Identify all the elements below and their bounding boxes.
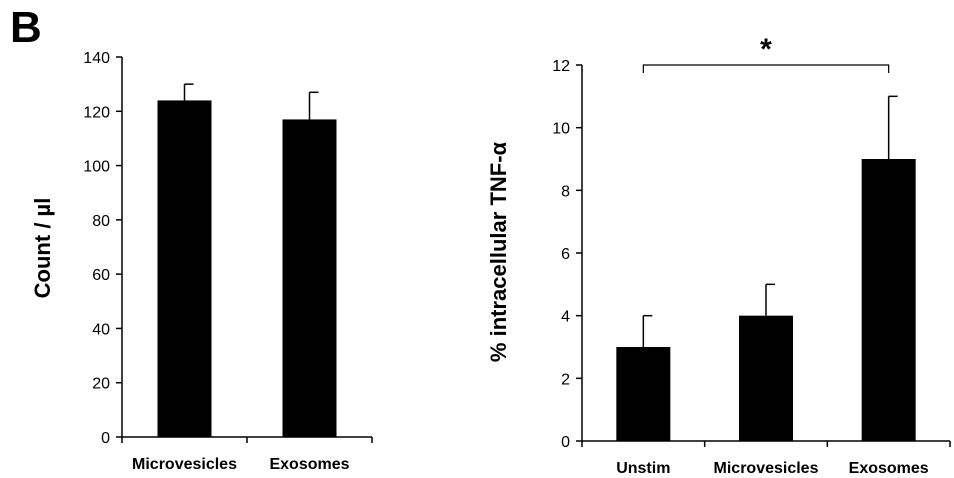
bars [157,83,337,437]
y-axis: 0 2 4 6 8 10 12 [552,58,583,451]
x-category-label: Microvesicles [132,456,237,473]
bar [157,100,212,437]
bar [282,119,337,437]
x-category-label: Exosomes [849,460,929,477]
y-tick-label: 80 [92,213,110,230]
x-axis: Unstim Microvesicles Exosomes [581,440,951,477]
y-tick-label: 10 [552,121,570,138]
y-tick-label: 8 [561,183,570,200]
y-tick-label: 100 [83,159,110,176]
y-tick-label: 12 [552,58,570,75]
y-tick-label: 120 [83,104,110,121]
y-axis: 0 20 40 60 80 100 120 140 [83,50,123,447]
bars [616,95,916,441]
x-axis: Microvesicles Exosomes [121,436,373,473]
y-tick-label: 2 [561,371,570,388]
significance-star: * [760,33,772,66]
y-axis-title: % intracellular TNF-α [486,141,511,362]
x-category-label: Exosomes [269,456,349,473]
y-tick-label: 0 [101,430,110,447]
y-tick-label: 6 [561,246,570,263]
y-tick-label: 40 [92,321,110,338]
bracket-line [642,64,890,73]
y-tick-label: 0 [561,434,570,451]
y-axis-title: Count / µl [30,198,55,299]
bar [616,347,671,441]
panel-label: B [10,3,42,52]
chart-count-per-ul: 0 20 40 60 80 100 120 140 Microvesicles Exosomes… [30,50,373,473]
x-category-label: Microvesicles [714,460,819,477]
x-category-label: Unstim [616,460,670,477]
y-tick-label: 60 [92,267,110,284]
significance-bracket: * [642,33,890,73]
y-tick-label: 140 [83,50,110,67]
bar [739,315,793,441]
y-tick-label: 4 [561,309,570,326]
y-tick-label: 20 [92,376,110,393]
bar [861,159,916,441]
